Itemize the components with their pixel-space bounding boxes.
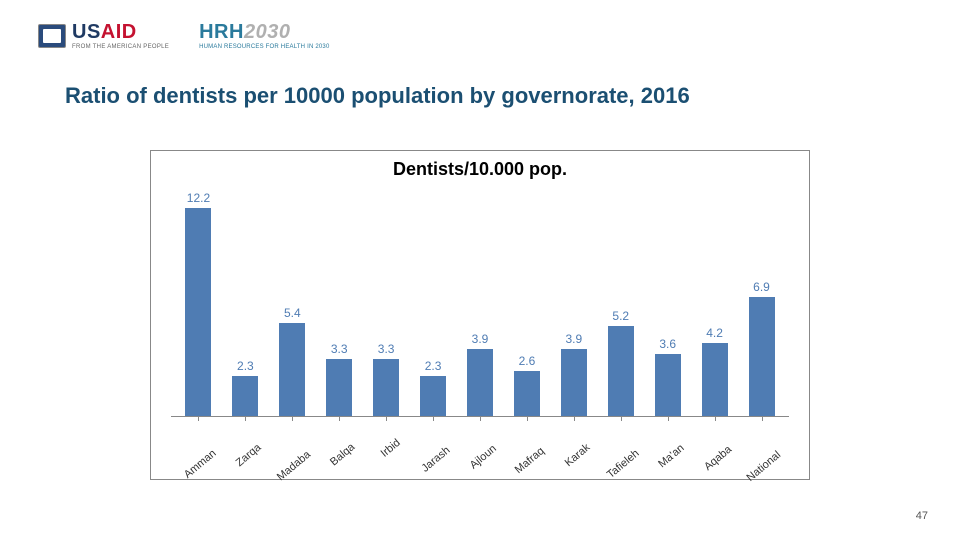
x-category: Ajloun	[457, 417, 504, 479]
bar-slot: 2.6	[503, 191, 550, 416]
x-category: Madaba	[269, 417, 316, 479]
x-tick	[668, 417, 669, 421]
usaid-tagline: FROM THE AMERICAN PEOPLE	[72, 44, 169, 50]
bar-value-label: 3.6	[659, 337, 676, 351]
chart-container: Dentists/10.000 pop. 12.2 2.3 5.4 3.3 3.3 2.3…	[150, 150, 810, 480]
bar	[702, 343, 728, 416]
bar-value-label: 2.3	[425, 359, 442, 373]
bar	[420, 376, 446, 416]
x-tick	[574, 417, 575, 421]
chart-x-axis: Amman ZarqaMadaba Balqa Irbid Jarash Ajloun Ma…	[171, 417, 789, 479]
chart-title: Dentists/10.000 pop.	[151, 159, 809, 180]
bar-slot: 5.2	[597, 191, 644, 416]
x-category-label: Mafraq	[513, 445, 547, 476]
x-tick	[762, 417, 763, 421]
x-category: Tafieleh	[597, 417, 644, 479]
bar-value-label: 12.2	[187, 191, 210, 205]
x-tick	[386, 417, 387, 421]
x-category-label: Aqaba	[702, 443, 734, 473]
usaid-logo: USAID FROM THE AMERICAN PEOPLE	[38, 22, 169, 50]
x-category: National	[738, 417, 785, 479]
usaid-logo-text: USAID	[72, 22, 169, 42]
bar-value-label: 4.2	[706, 326, 723, 340]
x-category: Mafraq	[503, 417, 550, 479]
x-category-label: Balqa	[328, 441, 357, 468]
bar-value-label: 5.4	[284, 306, 301, 320]
bar	[279, 323, 305, 416]
hrh-logo: HRH2030 HUMAN RESOURCES FOR HEALTH IN 20…	[199, 22, 329, 50]
bar	[232, 376, 258, 416]
bar	[373, 359, 399, 416]
bar-value-label: 3.9	[472, 332, 489, 346]
bar-slot: 2.3	[222, 191, 269, 416]
x-category: Amman	[175, 417, 222, 479]
usaid-seal-icon	[38, 24, 66, 48]
x-tick	[621, 417, 622, 421]
bar-slot: 3.3	[316, 191, 363, 416]
hrh-logo-text: HRH2030	[199, 22, 329, 42]
bar	[608, 326, 634, 416]
bar-slot: 3.6	[644, 191, 691, 416]
page-number: 47	[916, 510, 928, 522]
usaid-us: US	[72, 21, 101, 43]
hrh-year: 2030	[244, 21, 291, 43]
x-category: Ma'an	[644, 417, 691, 479]
bar	[749, 297, 775, 416]
x-category: Aqaba	[691, 417, 738, 479]
hrh-tagline: HUMAN RESOURCES FOR HEALTH IN 2030	[199, 44, 329, 50]
x-category-label: National	[744, 449, 783, 484]
bar-slot: 2.3	[410, 191, 457, 416]
x-category: Karak	[550, 417, 597, 479]
usaid-aid: AID	[101, 21, 137, 43]
bar-slot: 6.9	[738, 191, 785, 416]
x-category-label: Irbid	[379, 437, 403, 460]
bar	[514, 371, 540, 416]
bar-slot: 5.4	[269, 191, 316, 416]
x-category-label: Ma'an	[656, 442, 686, 470]
bar-slot: 3.9	[550, 191, 597, 416]
bar-value-label: 3.9	[565, 332, 582, 346]
bar-slot: 3.9	[457, 191, 504, 416]
bar-value-label: 2.6	[519, 354, 536, 368]
x-category: Zarqa	[222, 417, 269, 479]
x-tick	[433, 417, 434, 421]
x-category-label: Jarash	[419, 444, 452, 474]
x-category-label: Ajloun	[468, 443, 499, 472]
bar-slot: 3.3	[363, 191, 410, 416]
bar	[467, 349, 493, 417]
x-tick	[198, 417, 199, 421]
chart-plot-area: 12.2 2.3 5.4 3.3 3.3 2.3 3.9 2.6 3.9 5.2 3.6 4.2 6.9	[171, 191, 789, 417]
bar	[326, 359, 352, 416]
bar-value-label: 6.9	[753, 280, 770, 294]
x-tick	[527, 417, 528, 421]
logo-bar: USAID FROM THE AMERICAN PEOPLE HRH2030 H…	[38, 22, 330, 50]
page-title: Ratio of dentists per 10000 population b…	[65, 82, 900, 110]
bar-value-label: 2.3	[237, 359, 254, 373]
bar-slot: 12.2	[175, 191, 222, 416]
x-category: Balqa	[316, 417, 363, 479]
hrh-text: HRH	[199, 21, 244, 43]
x-tick	[715, 417, 716, 421]
bar	[561, 349, 587, 417]
x-tick	[339, 417, 340, 421]
x-category: Jarash	[410, 417, 457, 479]
x-tick	[292, 417, 293, 421]
x-tick	[245, 417, 246, 421]
bar	[185, 208, 211, 416]
x-category-label: Karak	[563, 441, 593, 469]
bar	[655, 354, 681, 416]
x-category-label: Amman	[182, 447, 219, 481]
bar-slot: 4.2	[691, 191, 738, 416]
x-category: Irbid	[363, 417, 410, 479]
x-category-label: Madaba	[275, 449, 313, 484]
x-tick	[480, 417, 481, 421]
x-category-label: Zarqa	[234, 441, 264, 469]
chart-bars: 12.2 2.3 5.4 3.3 3.3 2.3 3.9 2.6 3.9 5.2 3.6 4.2 6.9	[171, 191, 789, 416]
bar-value-label: 3.3	[331, 342, 348, 356]
bar-value-label: 5.2	[612, 309, 629, 323]
x-category-label: Tafieleh	[605, 447, 642, 481]
bar-value-label: 3.3	[378, 342, 395, 356]
